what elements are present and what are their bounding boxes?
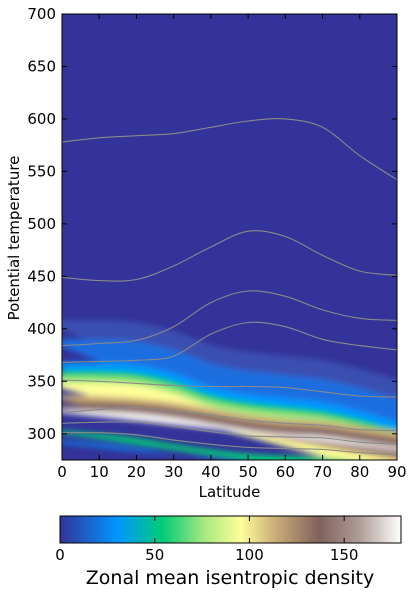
x-axis: 0 10 20 30 40 50 60 70 80 90 (57, 14, 407, 481)
y-axis: 300 350 400 450 500 550 600 650 700 (27, 5, 397, 443)
contour-line-3 (62, 290, 397, 347)
band-lower-cyan (62, 441, 220, 460)
contour-line-2 (62, 230, 397, 282)
colorbar-tick-label: 0 (55, 546, 65, 564)
contour-lines (62, 118, 397, 456)
x-tick-label: 50 (239, 463, 258, 481)
y-tick-label: 400 (27, 320, 56, 338)
colorbar-tick-label: 150 (330, 546, 359, 564)
y-tick-label: 300 (27, 425, 56, 443)
x-tick-label: 60 (276, 463, 295, 481)
contour-line-7 (62, 421, 397, 445)
x-tick-label: 20 (127, 463, 146, 481)
x-tick-label: 30 (164, 463, 183, 481)
x-tick-label: 40 (201, 463, 220, 481)
x-tick-label: 10 (90, 463, 109, 481)
colorbar-label: Zonal mean isentropic density (86, 567, 374, 589)
contour-line-1 (62, 118, 397, 181)
colorbar-tick-label: 50 (145, 546, 164, 564)
plot-area (62, 14, 397, 460)
x-tick-label: 90 (387, 463, 406, 481)
density-bands (62, 320, 397, 460)
colorbar-gradient (59, 515, 402, 544)
y-axis-label: Potential temperature (5, 156, 23, 321)
y-tick-label: 350 (27, 372, 56, 390)
y-tick-label: 500 (27, 215, 56, 233)
y-tick-label: 600 (27, 110, 56, 128)
colorbar-ticks: 0 50 100 150 (55, 516, 358, 564)
band-lower-green (62, 430, 347, 460)
contour-line-4 (62, 321, 397, 363)
x-tick-label: 70 (313, 463, 332, 481)
y-tick-label: 700 (27, 5, 56, 23)
x-tick-label: 0 (57, 463, 67, 481)
colorbar-tick-label: 100 (235, 546, 264, 564)
band-peak-white (62, 410, 397, 450)
y-tick-label: 450 (27, 267, 56, 285)
x-tick-label: 80 (350, 463, 369, 481)
contour-line-5 (62, 379, 397, 398)
plot-frame (61, 13, 398, 461)
x-axis-label: Latitude (199, 483, 261, 501)
y-tick-label: 550 (27, 162, 56, 180)
colorbar: 0 50 100 150 Zonal mean isentropic density (55, 515, 402, 589)
contour-line-8 (62, 432, 397, 456)
y-tick-label: 650 (27, 57, 56, 75)
contour-line-6 (62, 406, 397, 432)
